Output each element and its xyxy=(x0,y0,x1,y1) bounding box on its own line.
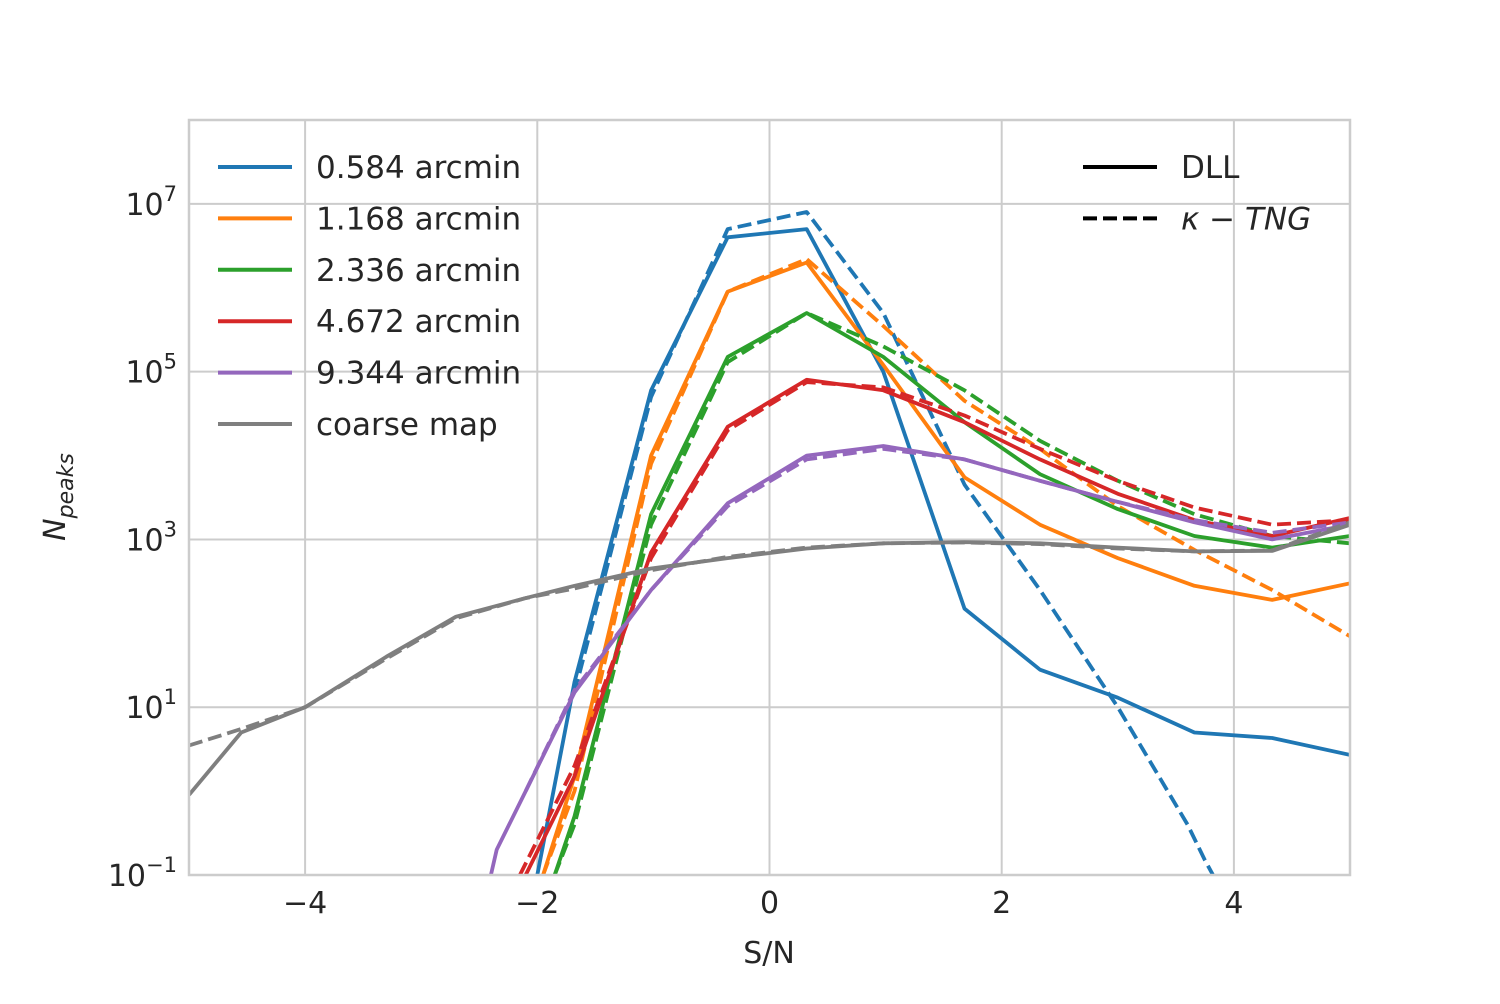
x-tick-labels: −4 −2 0 2 4 xyxy=(283,886,1243,921)
series-line-2-336-arcmin-solid xyxy=(552,311,1350,875)
y-tick-label: 105 xyxy=(125,350,177,391)
y-tick-labels: 10−1 101 103 105 107 xyxy=(108,182,177,894)
x-tick-label: −2 xyxy=(515,886,559,921)
series-line-coarse-map-dashed xyxy=(189,520,1350,748)
series-line-0-584-arcmin-dashed xyxy=(572,210,1215,875)
legend-label: 4.672 arcmin xyxy=(316,304,521,340)
plot-frame xyxy=(187,118,1352,877)
y-tick-label: 107 xyxy=(125,182,177,223)
legend-label: 0.584 arcmin xyxy=(316,150,521,186)
y-tick-label: 101 xyxy=(125,685,177,726)
series-lines xyxy=(189,210,1350,875)
y-tick-label: 103 xyxy=(125,517,177,558)
y-tick-label: 10−1 xyxy=(108,853,177,894)
x-tick-label: −4 xyxy=(283,886,327,921)
y-axis-label-subscript: peaks xyxy=(54,453,79,519)
y-axis-label-base: N xyxy=(38,518,73,540)
series-line-1-168-arcmin-dashed xyxy=(541,257,1350,875)
legend-style-label: κ − TNG xyxy=(1181,201,1311,237)
x-axis-label: S/N xyxy=(743,936,795,971)
y-axis-label: Npeaks xyxy=(38,453,79,541)
legend-series: 0.584 arcmin 1.168 arcmin 2.336 arcmin 4.67… xyxy=(218,150,521,443)
legend-label: 1.168 arcmin xyxy=(316,201,521,237)
legend-label: 9.344 arcmin xyxy=(316,356,521,392)
series-line-4-672-arcmin-dashed xyxy=(518,380,1350,875)
legend-label: coarse map xyxy=(316,407,498,443)
legend-label: 2.336 arcmin xyxy=(316,253,521,289)
legend-line-styles: DLL κ − TNG xyxy=(1083,150,1311,237)
x-tick-label: 0 xyxy=(760,886,779,921)
series-line-1-168-arcmin-solid xyxy=(541,260,1350,875)
legend-style-label: DLL xyxy=(1181,150,1240,186)
x-tick-label: 2 xyxy=(992,886,1011,921)
x-tick-label: 4 xyxy=(1224,886,1243,921)
grid xyxy=(189,120,1350,875)
series-line-9-344-arcmin-dashed xyxy=(523,446,1350,792)
